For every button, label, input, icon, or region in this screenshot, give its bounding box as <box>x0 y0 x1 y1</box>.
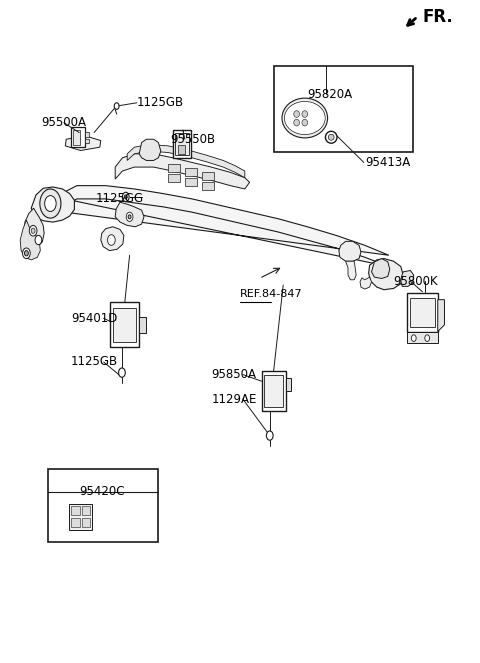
Text: 95800K: 95800K <box>394 274 438 288</box>
Circle shape <box>29 225 37 236</box>
Polygon shape <box>401 271 414 286</box>
Polygon shape <box>20 220 40 260</box>
Text: 1125GB: 1125GB <box>137 96 184 109</box>
Circle shape <box>24 251 28 256</box>
Bar <box>262 371 286 411</box>
Circle shape <box>108 235 115 245</box>
Polygon shape <box>55 186 389 267</box>
Ellipse shape <box>302 119 308 126</box>
Circle shape <box>23 248 30 259</box>
Bar <box>85 139 89 143</box>
Text: FR.: FR. <box>422 8 453 27</box>
Circle shape <box>126 212 133 221</box>
Polygon shape <box>372 259 390 278</box>
Polygon shape <box>31 187 74 222</box>
Bar <box>175 133 189 155</box>
Polygon shape <box>24 208 44 247</box>
Bar <box>139 317 146 333</box>
Circle shape <box>45 196 56 211</box>
Text: REF.84-847: REF.84-847 <box>240 289 302 300</box>
Bar <box>202 182 214 190</box>
Circle shape <box>122 192 129 202</box>
Polygon shape <box>127 145 245 178</box>
Polygon shape <box>115 202 144 227</box>
Polygon shape <box>115 154 250 189</box>
Bar <box>407 293 438 332</box>
Text: 95500A: 95500A <box>41 116 86 129</box>
Bar <box>48 469 158 542</box>
Polygon shape <box>65 136 101 151</box>
Bar <box>168 174 180 182</box>
Bar <box>286 378 291 391</box>
Circle shape <box>40 189 61 218</box>
Bar <box>113 308 136 342</box>
Text: 95413A: 95413A <box>365 156 410 169</box>
Bar <box>82 506 90 515</box>
Polygon shape <box>438 300 444 332</box>
Polygon shape <box>339 241 361 261</box>
Polygon shape <box>139 139 161 160</box>
Circle shape <box>35 235 42 245</box>
Circle shape <box>31 228 35 233</box>
Polygon shape <box>101 227 124 251</box>
Bar <box>69 504 92 530</box>
Text: 95820A: 95820A <box>307 88 352 101</box>
Bar <box>178 145 185 154</box>
Circle shape <box>425 335 430 341</box>
Ellipse shape <box>325 131 337 143</box>
Bar <box>71 127 85 147</box>
Circle shape <box>411 335 416 341</box>
Bar <box>410 298 435 327</box>
Bar <box>71 518 80 527</box>
Ellipse shape <box>294 119 300 126</box>
Ellipse shape <box>294 111 300 117</box>
Bar <box>173 130 191 158</box>
Circle shape <box>128 215 131 219</box>
Bar <box>264 375 283 407</box>
Text: 95401D: 95401D <box>71 312 118 325</box>
Ellipse shape <box>302 111 308 117</box>
Bar <box>407 332 438 343</box>
Text: 1125GG: 1125GG <box>96 192 144 206</box>
Bar <box>73 130 80 145</box>
Ellipse shape <box>284 101 325 135</box>
Circle shape <box>124 195 127 199</box>
Bar <box>168 164 180 172</box>
Bar <box>185 178 197 186</box>
Polygon shape <box>346 261 356 280</box>
Text: 1125GB: 1125GB <box>71 355 118 369</box>
Bar <box>185 168 197 176</box>
Circle shape <box>119 368 125 377</box>
Ellipse shape <box>328 134 334 141</box>
Text: 1129AE: 1129AE <box>211 392 257 406</box>
Text: 95420C: 95420C <box>79 485 125 499</box>
Bar <box>202 172 214 180</box>
Text: 95550B: 95550B <box>170 133 216 146</box>
Bar <box>85 132 89 137</box>
Text: 95850A: 95850A <box>211 368 256 381</box>
Polygon shape <box>369 259 403 290</box>
Bar <box>71 506 80 515</box>
Bar <box>274 66 413 152</box>
Bar <box>110 302 139 347</box>
Bar <box>82 518 90 527</box>
Circle shape <box>266 431 273 440</box>
Ellipse shape <box>282 98 327 138</box>
Circle shape <box>114 103 119 109</box>
Polygon shape <box>360 277 372 289</box>
